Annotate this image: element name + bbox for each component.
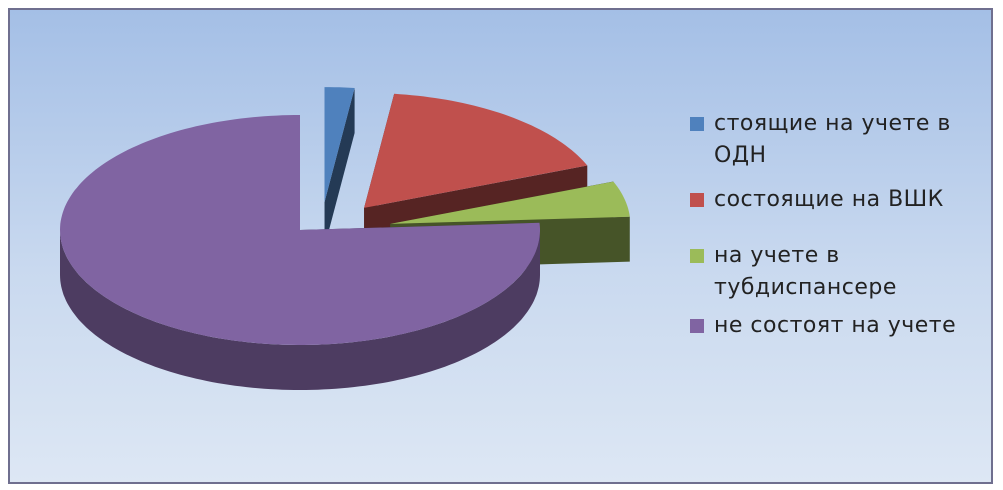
legend-label: состоящие на ВШК: [714, 187, 944, 212]
legend-label: не состоят на учете: [714, 313, 957, 338]
legend-label: стоящие на учете в ОДН: [714, 111, 951, 168]
legend-swatch: [690, 193, 704, 207]
legend-item: не состоят на учете: [688, 310, 988, 342]
legend-swatch: [690, 117, 704, 131]
legend-item: на учете в тубдиспансере: [688, 240, 988, 304]
legend-swatch: [690, 319, 704, 333]
slice: [324, 87, 355, 203]
slice-edge: [324, 87, 355, 248]
legend-swatch: [690, 249, 704, 263]
slice-side: [60, 230, 540, 390]
legend-item: состоящие на ВШК: [688, 184, 988, 216]
legend-item: стоящие на учете в ОДН: [688, 108, 988, 172]
legend-label: на учете в тубдиспансере: [714, 243, 897, 300]
legend: стоящие на учете в ОДН состоящие на ВШК на…: [688, 108, 988, 342]
slice: [364, 93, 588, 208]
slice: [60, 115, 540, 345]
slice: [390, 181, 630, 224]
